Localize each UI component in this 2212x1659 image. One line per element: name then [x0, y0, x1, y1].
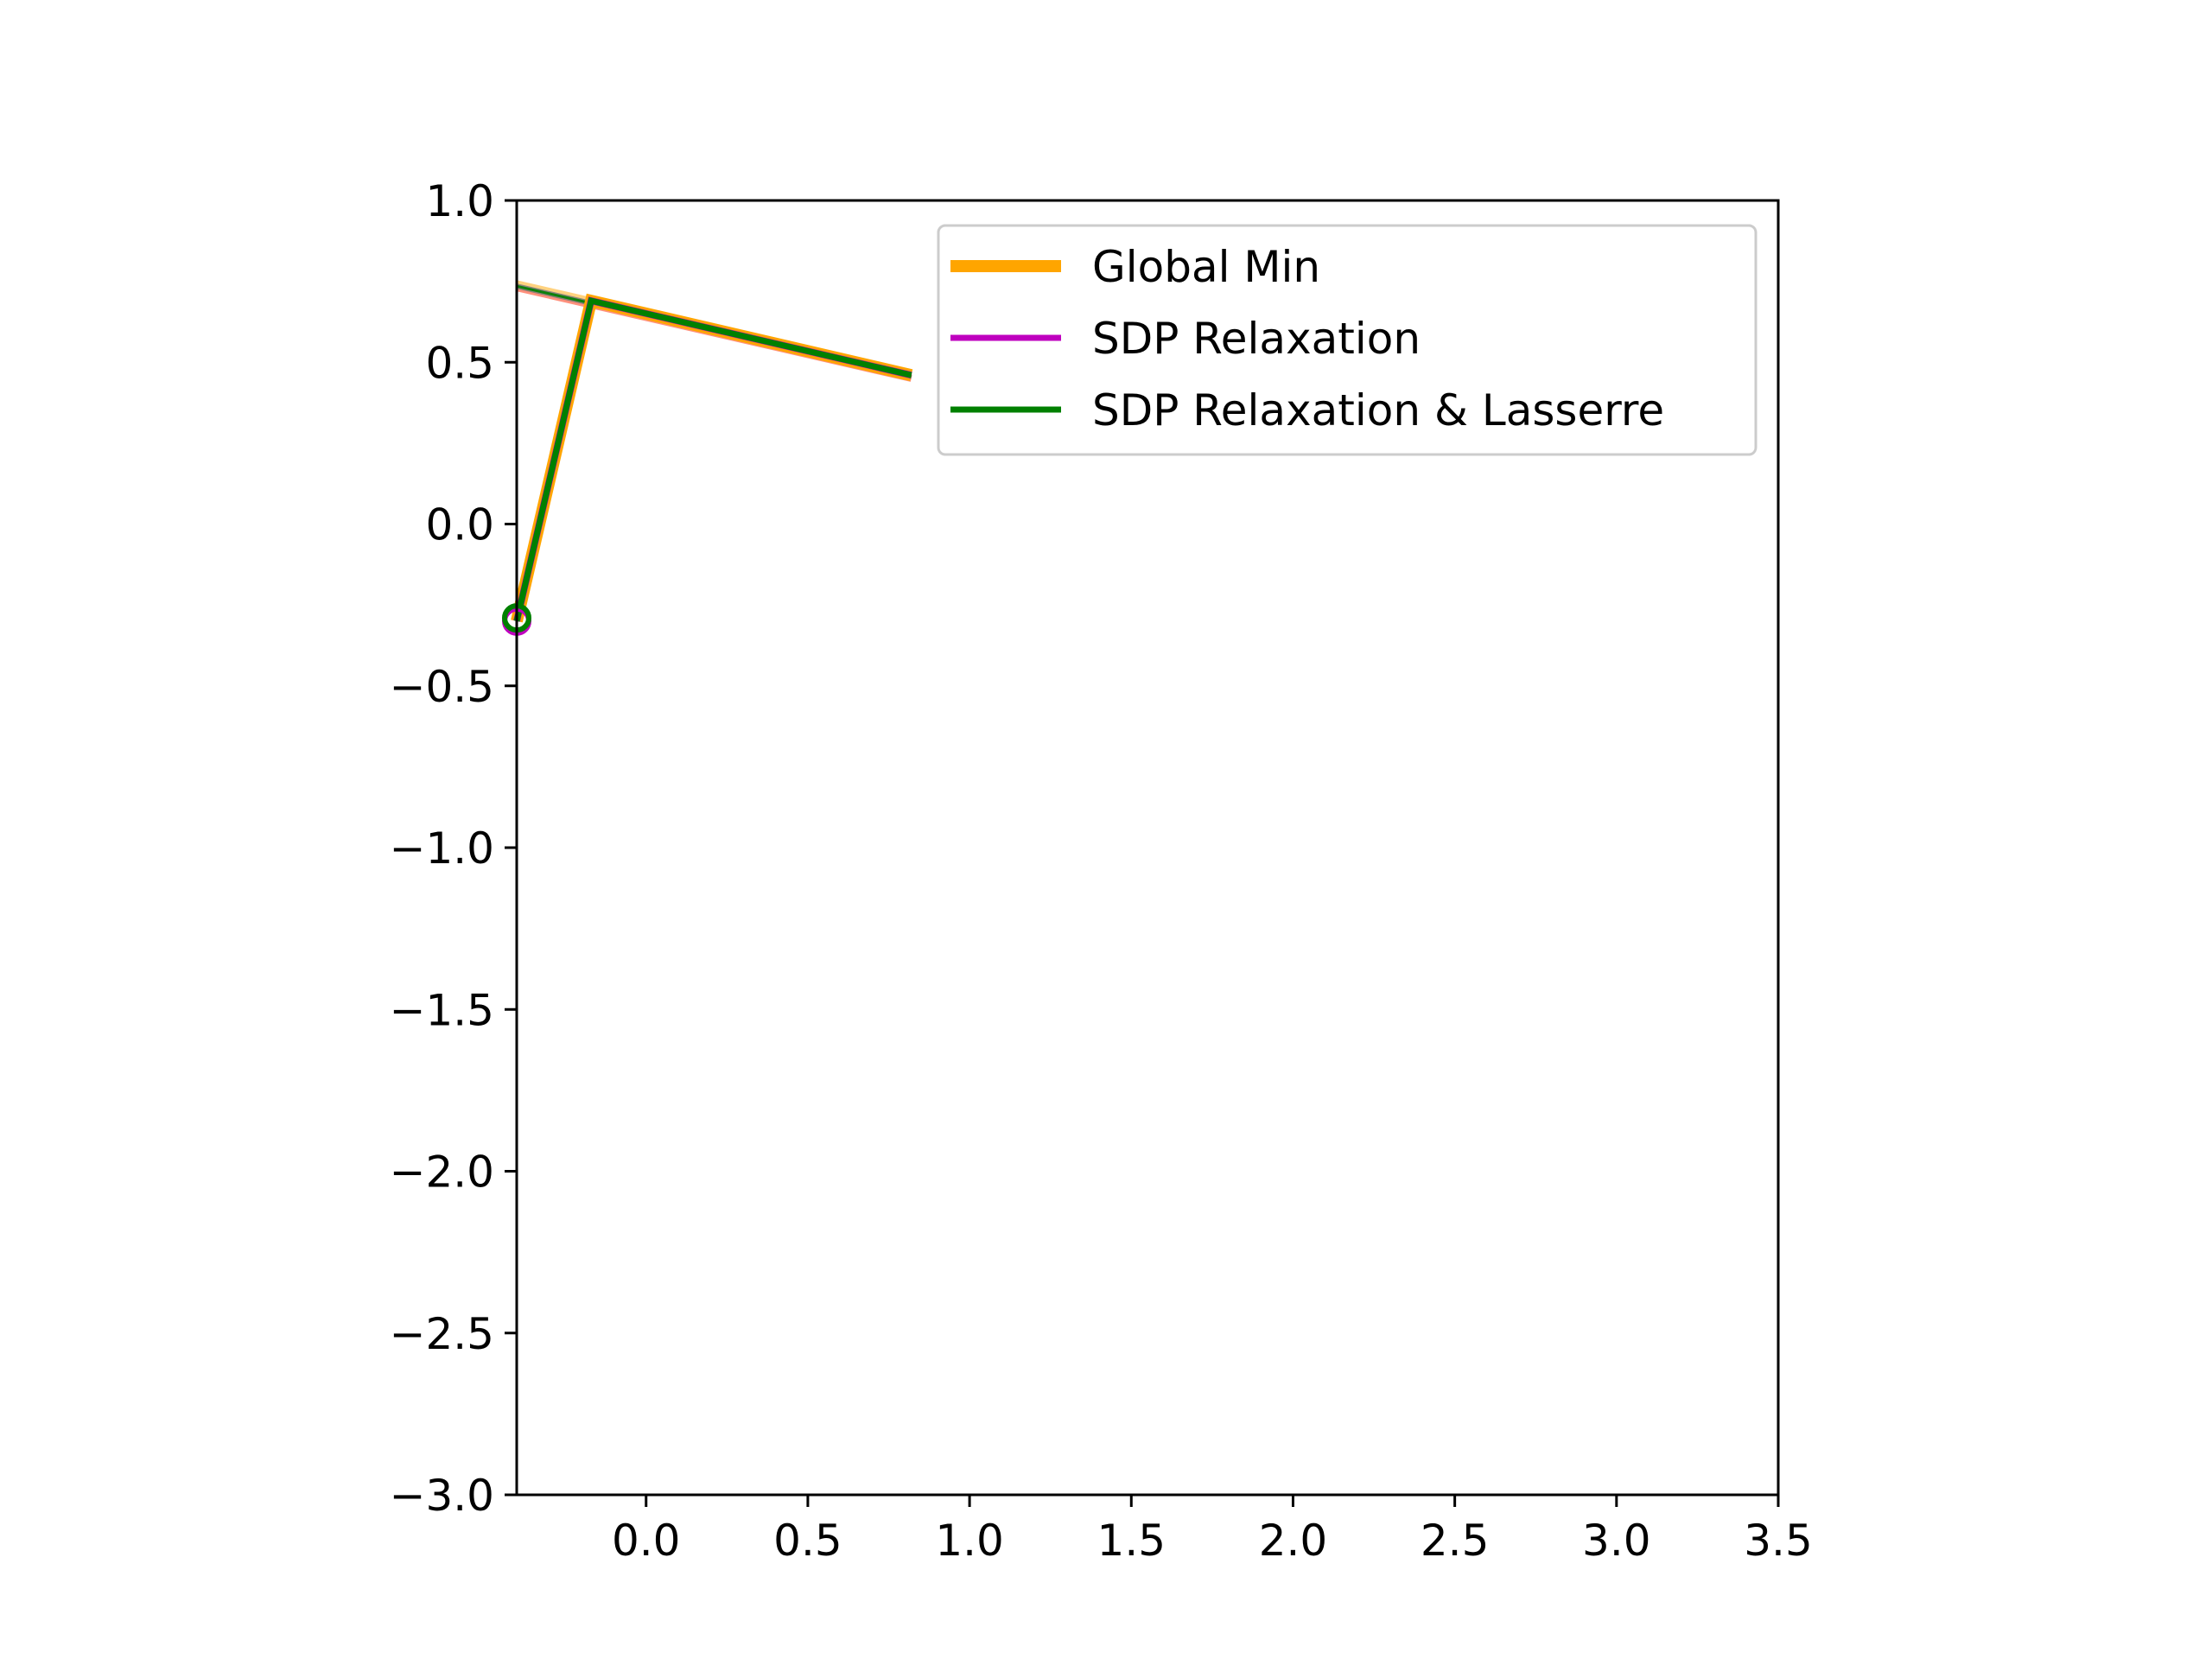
legend-label-0: Global Min — [1092, 242, 1320, 292]
y-tick-label: 1.0 — [425, 176, 494, 226]
y-tick-label: 0.0 — [425, 500, 494, 550]
x-tick-label: 1.5 — [1097, 1516, 1166, 1566]
x-tick-label: 2.5 — [1421, 1516, 1490, 1566]
x-tick-label: 0.5 — [773, 1516, 842, 1566]
x-tick-label: 2.0 — [1259, 1516, 1328, 1566]
plot-area — [502, 280, 913, 636]
y-tick-label: −3.0 — [390, 1471, 494, 1521]
x-tick-label: 3.0 — [1582, 1516, 1651, 1566]
legend-label-2: SDP Relaxation & Lasserre — [1092, 385, 1664, 435]
y-tick-label: −0.5 — [390, 662, 494, 712]
legend-label-1: SDP Relaxation — [1092, 314, 1421, 364]
x-tick-label: 0.0 — [612, 1516, 681, 1566]
y-tick-label: −1.5 — [390, 985, 494, 1035]
y-tick-label: −2.5 — [390, 1309, 494, 1359]
x-tick-label: 3.5 — [1744, 1516, 1813, 1566]
series-line-0 — [511, 293, 913, 623]
y-tick-label: −2.0 — [390, 1147, 494, 1198]
legend-box — [937, 224, 1758, 456]
axis-ticks: 0.0 0.5 1.0 1.5 2.0 2.5 3.0 3.5 −3.0 −2.5 −2.0 −1.5… — [390, 176, 1813, 1566]
x-tick-label: 1.0 — [935, 1516, 1004, 1566]
series-line-2 — [513, 296, 912, 622]
y-tick-label: 0.5 — [425, 338, 494, 388]
y-tick-label: −1.0 — [390, 823, 494, 874]
legend: Global Min SDP Relaxation SDP Relaxation &… — [937, 224, 1758, 456]
